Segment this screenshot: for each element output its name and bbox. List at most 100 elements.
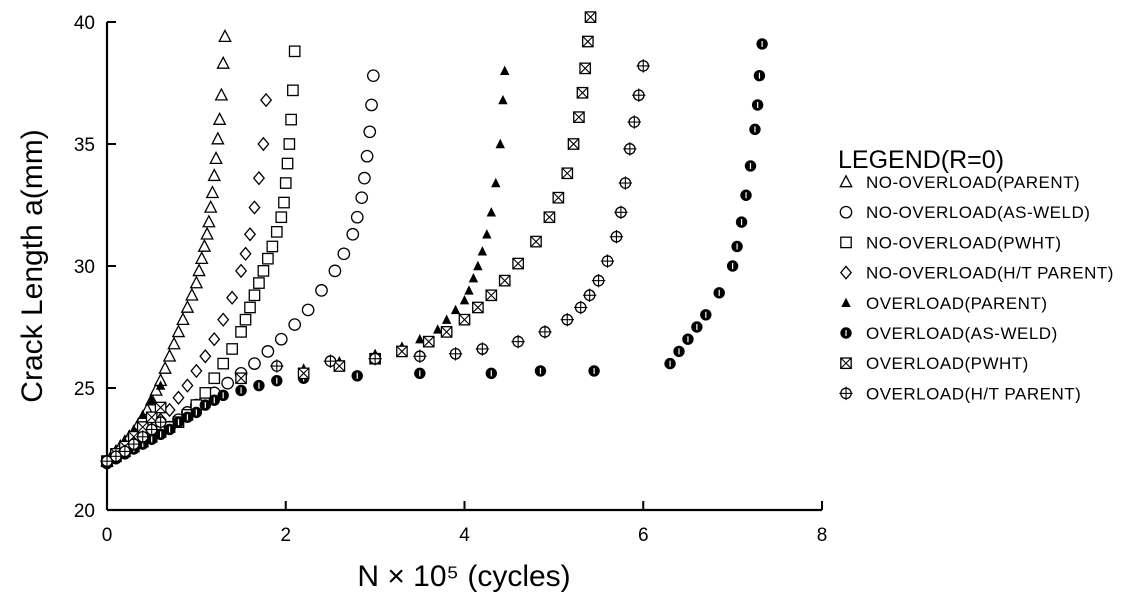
data-point [248, 289, 261, 302]
data-point [200, 226, 214, 240]
data-point [260, 92, 273, 108]
data-point [217, 357, 230, 370]
data-point [432, 324, 443, 334]
data-point [154, 428, 167, 441]
data-point [713, 287, 725, 299]
data-point [301, 303, 315, 317]
x-tick-label: 8 [817, 525, 828, 546]
data-point [209, 151, 223, 164]
data-point [753, 69, 766, 82]
legend-item: OVERLOAD(AS-WELD) [840, 324, 1057, 343]
data-point [248, 357, 261, 370]
data-point [271, 374, 283, 387]
data-point [205, 185, 220, 199]
data-point [197, 238, 212, 252]
y-tick-label: 20 [74, 501, 95, 522]
data-point [138, 409, 148, 420]
data-point [270, 359, 284, 373]
data-point [543, 211, 556, 224]
data-point [475, 342, 490, 356]
data-point [530, 235, 542, 248]
data-point [673, 345, 685, 358]
data-point [216, 55, 230, 69]
data-point [172, 390, 185, 405]
data-point [682, 333, 694, 345]
data-point [207, 168, 222, 182]
data-point [691, 321, 703, 333]
data-point [118, 444, 132, 459]
data-point [355, 191, 369, 205]
data-point [700, 309, 712, 321]
data-point [337, 247, 351, 261]
data-point [500, 65, 510, 75]
data-points [100, 11, 768, 470]
data-point [573, 300, 588, 315]
data-point [582, 288, 597, 302]
data-point [217, 389, 229, 402]
data-point [127, 437, 141, 451]
legend-marker [839, 174, 853, 188]
legend-label: OVERLOAD(PWHT) [866, 354, 1029, 373]
data-point [588, 365, 600, 377]
data-point [283, 138, 296, 150]
data-point [262, 252, 274, 265]
data-point [199, 387, 212, 399]
data-point [208, 394, 220, 406]
data-point [472, 301, 484, 314]
data-point [208, 372, 221, 385]
data-point [627, 115, 642, 129]
data-point [253, 379, 265, 392]
legend-label: NO-OVERLOAD(H/T PARENT) [866, 264, 1114, 283]
data-point [163, 423, 176, 436]
data-point [235, 326, 247, 338]
data-point [328, 264, 342, 278]
data-point [181, 411, 194, 423]
data-point [751, 99, 764, 111]
data-point [458, 313, 471, 326]
data-point [208, 331, 221, 347]
legend-marker [839, 386, 853, 401]
data-point [323, 354, 338, 368]
data-point [618, 176, 633, 190]
data-point [482, 229, 492, 239]
data-point [239, 313, 252, 326]
data-point [189, 275, 204, 289]
data-point [235, 263, 248, 279]
data-point [158, 360, 172, 374]
data-point [358, 171, 371, 185]
legend-label: NO-OVERLOAD(PWHT) [866, 233, 1062, 252]
x-tick-label: 2 [280, 525, 291, 546]
data-point [214, 87, 229, 101]
data-point [464, 285, 474, 295]
data-point [194, 251, 209, 265]
data-point [450, 304, 461, 315]
axis-ticks [106, 21, 823, 511]
data-point [491, 177, 501, 188]
y-axis-title: Crack Length a(mm) [16, 129, 49, 402]
data-point [288, 318, 302, 331]
legend-marker [840, 357, 852, 370]
data-point [623, 142, 637, 156]
data-point [192, 263, 206, 277]
data-point [155, 380, 166, 390]
legend-item: OVERLOAD(PARENT) [841, 294, 1047, 313]
data-point [756, 38, 768, 50]
data-point [368, 352, 382, 366]
data-point [576, 86, 589, 99]
data-point [136, 430, 150, 444]
data-point [581, 35, 594, 48]
data-point [360, 149, 374, 163]
data-point [534, 365, 547, 377]
x-tick-label: 4 [459, 525, 470, 546]
data-point [199, 349, 212, 364]
data-point [211, 131, 225, 145]
data-point [560, 312, 574, 327]
data-point [190, 406, 203, 419]
legend-label: NO-OVERLOAD(AS-WELD) [866, 203, 1090, 222]
data-point [180, 299, 195, 313]
data-point [448, 347, 463, 361]
data-point [459, 294, 470, 305]
data-point [441, 314, 452, 324]
y-tick-label: 40 [74, 13, 95, 34]
